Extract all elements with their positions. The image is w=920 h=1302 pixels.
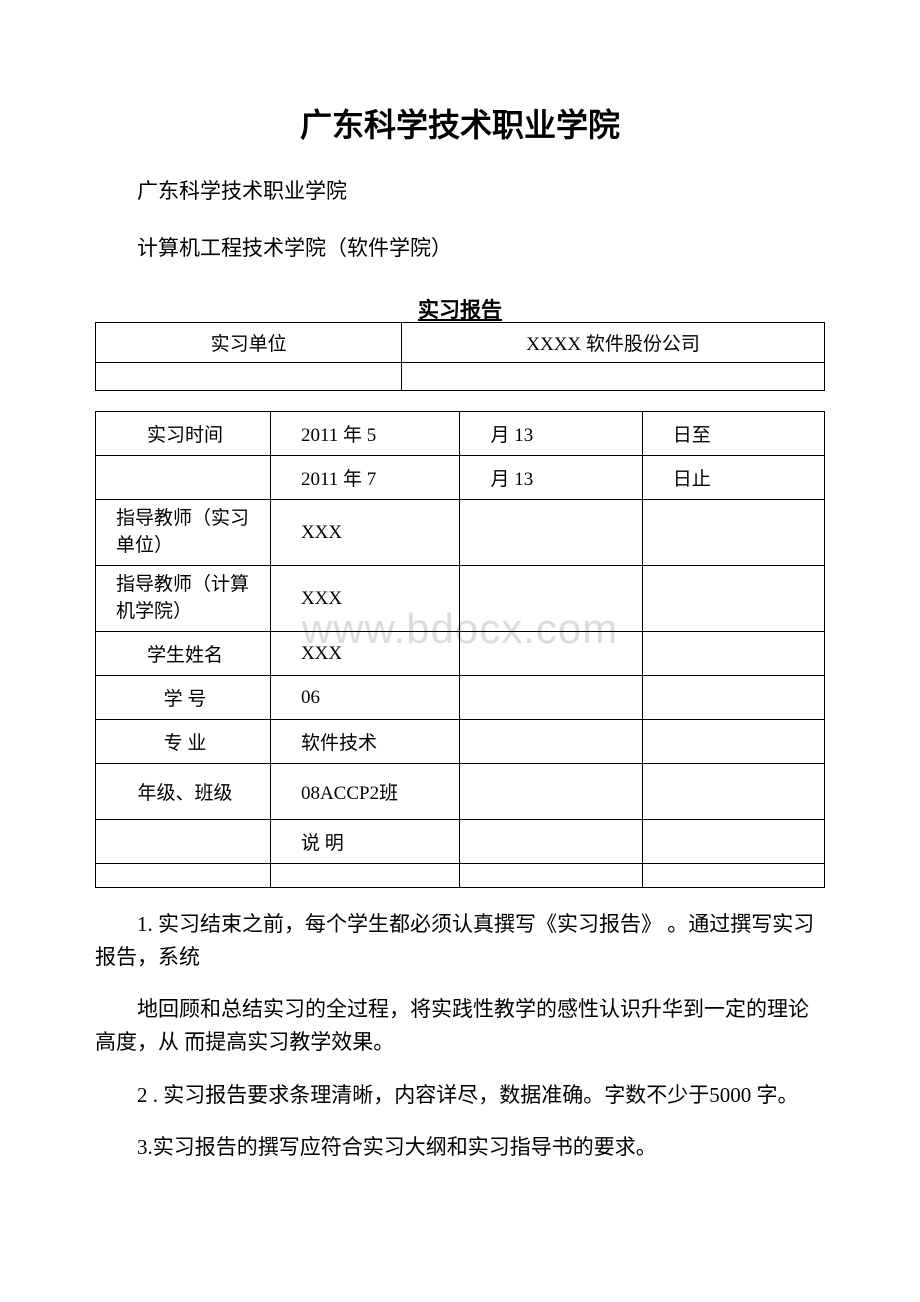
table-row: 2011 年 7月 13日止 (96, 456, 825, 500)
table-row: 说 明 (96, 820, 825, 864)
table-row: 指导教师（计算机学院）XXX (96, 566, 825, 632)
subtitle-institution: 广东科学技术职业学院 (95, 176, 825, 208)
document-content: 广东科学技术职业学院 广东科学技术职业学院 计算机工程技术学院（软件学院） 实习… (95, 100, 825, 1164)
table-cell: 年级、班级 (96, 764, 271, 820)
table-cell (460, 820, 642, 864)
table-cell: 指导教师（计算机学院） (96, 566, 271, 632)
table-cell: XXX (270, 566, 460, 632)
table-cell: 08ACCP2班 (270, 764, 460, 820)
table-cell: 月 13 (460, 456, 642, 500)
table-cell (642, 720, 824, 764)
table-cell (460, 500, 642, 566)
table-cell: 日止 (642, 456, 824, 500)
table-row: 指导教师（实习单位）XXX (96, 500, 825, 566)
table-row: 学生姓名XXX (96, 632, 825, 676)
table-cell: 2011 年 7 (270, 456, 460, 500)
details-table: 实习时间2011 年 5月 13日至2011 年 7月 13日止指导教师（实习单… (95, 411, 825, 888)
table-cell: 06 (270, 676, 460, 720)
table-cell: 日至 (642, 412, 824, 456)
main-title: 广东科学技术职业学院 (95, 100, 825, 146)
table-cell (460, 632, 642, 676)
table-cell: 实习单位 (96, 323, 402, 363)
table-cell (460, 676, 642, 720)
paragraph-4: 3.实习报告的撰写应符合实习大纲和实习指导书的要求。 (95, 1131, 825, 1164)
table-cell (460, 864, 642, 888)
table-cell: 实习时间 (96, 412, 271, 456)
table-cell (642, 632, 824, 676)
table-cell: 指导教师（实习单位） (96, 500, 271, 566)
company-table: 实习单位XXXX 软件股份公司 (95, 322, 825, 391)
table-cell: XXX (270, 500, 460, 566)
table-cell: 学生姓名 (96, 632, 271, 676)
table-cell (402, 363, 825, 391)
table-row: 年级、班级08ACCP2班 (96, 764, 825, 820)
table-cell: 学 号 (96, 676, 271, 720)
table-cell (96, 820, 271, 864)
table-row: 实习时间2011 年 5月 13日至 (96, 412, 825, 456)
table-cell: 软件技术 (270, 720, 460, 764)
table-row (96, 864, 825, 888)
table-cell (96, 456, 271, 500)
subtitle-department: 计算机工程技术学院（软件学院） (95, 233, 825, 265)
table-cell (642, 864, 824, 888)
paragraph-3: 2 . 实习报告要求条理清晰，内容详尽，数据准确。字数不少于5000 字。 (95, 1079, 825, 1112)
table-cell (96, 864, 271, 888)
report-title: 实习报告 (95, 294, 825, 324)
table-row: 专 业软件技术 (96, 720, 825, 764)
table-cell (96, 363, 402, 391)
paragraph-1: 1. 实习结束之前，每个学生都必须认真撰写《实习报告》 。通过撰写实习报告，系统 (95, 908, 825, 973)
table-cell (642, 500, 824, 566)
table-cell: 专 业 (96, 720, 271, 764)
table-row: 实习单位XXXX 软件股份公司 (96, 323, 825, 363)
table-cell: 说 明 (270, 820, 460, 864)
table-cell: XXXX 软件股份公司 (402, 323, 825, 363)
table-row (96, 363, 825, 391)
paragraph-2: 地回顾和总结实习的全过程，将实践性教学的感性认识升华到一定的理论高度，从 而提高… (95, 993, 825, 1058)
table-cell: XXX (270, 632, 460, 676)
table-cell (642, 566, 824, 632)
table-cell (460, 720, 642, 764)
table-cell (270, 864, 460, 888)
table-cell: 2011 年 5 (270, 412, 460, 456)
table-cell (460, 764, 642, 820)
table-cell (460, 566, 642, 632)
table-cell (642, 820, 824, 864)
table-cell: 月 13 (460, 412, 642, 456)
table-cell (642, 676, 824, 720)
table-row: 学 号06 (96, 676, 825, 720)
table-cell (642, 764, 824, 820)
